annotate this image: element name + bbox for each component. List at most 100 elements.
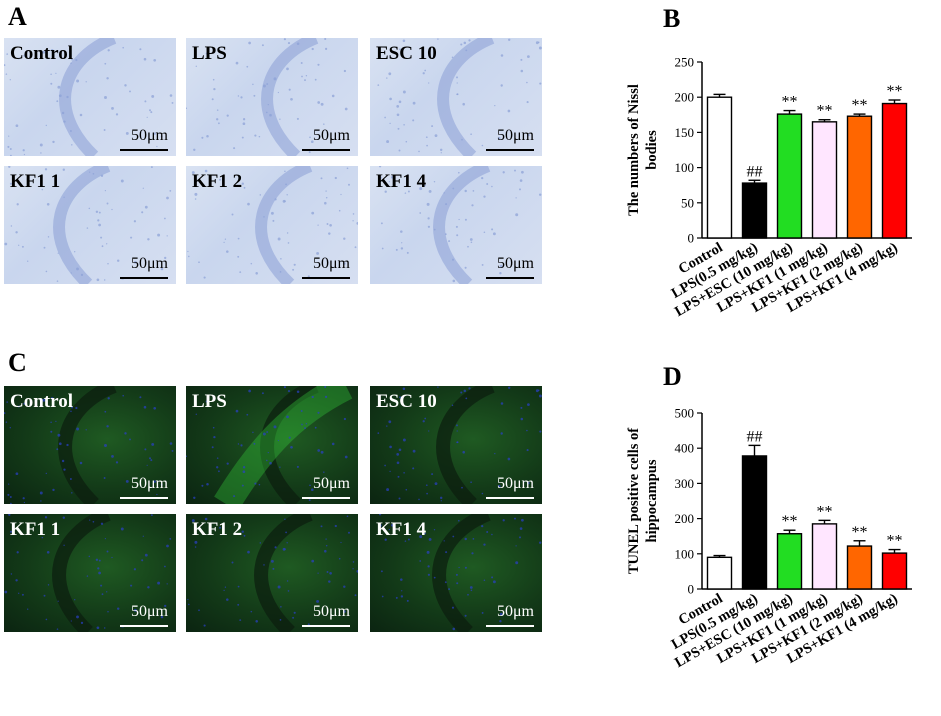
significance-label: ** — [817, 503, 833, 520]
panel-letter-a: A — [8, 2, 27, 31]
nissl-micrograph: KF1 4 50μm — [370, 166, 542, 284]
scale-bar — [120, 625, 168, 627]
tunel-micrograph: ESC 10 50μm — [370, 386, 542, 504]
scale-bar-label: 50μm — [496, 603, 534, 620]
nissl-micrograph: Control 50μm — [4, 38, 176, 156]
scale-bar — [120, 497, 168, 499]
scale-bar-label: 50μm — [130, 603, 168, 620]
nissl-micrograph: LPS 50μm — [186, 38, 358, 156]
tissue-texture — [377, 386, 542, 504]
scale-bar — [302, 277, 350, 279]
scale-bar — [486, 149, 534, 151]
scale-bar — [302, 625, 350, 627]
nissl-bar-chart: 0 50 100 150 200 250 The numbers of Nissl bodie… — [626, 55, 912, 320]
tunel-micrograph: KF1 1 50μm — [4, 514, 176, 632]
y-tick-label: 100 — [675, 546, 695, 561]
y-tick-label: 0 — [688, 582, 695, 597]
significance-label: ## — [747, 428, 763, 445]
micrograph-label: ESC 10 — [376, 391, 437, 412]
y-tick-label: 100 — [675, 160, 695, 175]
tissue-texture — [4, 38, 174, 156]
tunel-micrograph: KF1 2 50μm — [186, 514, 358, 632]
y-tick-label: 250 — [675, 55, 695, 70]
tunel-micrograph: LPS 50μm — [186, 386, 358, 504]
y-tick-label: 200 — [675, 90, 695, 105]
nissl-micrograph: KF1 1 50μm — [4, 166, 176, 284]
y-tick-label: 150 — [675, 125, 695, 140]
tunel-bar-chart: 0 100 200 300 400 500 TUNEL positive cells of h… — [626, 406, 912, 671]
tissue-texture — [187, 514, 358, 632]
micrograph-label: Control — [10, 391, 73, 412]
significance-label: ** — [887, 533, 903, 550]
bar — [881, 552, 908, 590]
bar — [776, 533, 803, 590]
bar — [776, 113, 803, 239]
tissue-texture — [186, 386, 353, 504]
y-tick-label: 0 — [688, 231, 695, 246]
significance-label: ** — [852, 524, 868, 541]
tissue-texture — [377, 38, 542, 156]
scale-bar — [486, 277, 534, 279]
bar — [741, 455, 768, 590]
tissue-texture — [378, 514, 542, 632]
micrograph-label: LPS — [192, 43, 227, 64]
significance-label: ** — [782, 94, 798, 111]
scale-bar-label: 50μm — [312, 255, 350, 272]
micrograph-label: KF1 4 — [376, 519, 427, 540]
y-tick-label: 300 — [675, 476, 695, 491]
scale-bar — [302, 149, 350, 151]
tissue-texture — [186, 38, 348, 156]
tissue-texture — [187, 166, 358, 284]
scale-bar-label: 50μm — [130, 127, 168, 144]
y-axis-label: bodies — [644, 130, 660, 170]
significance-label: ## — [747, 163, 763, 180]
tissue-texture — [378, 166, 542, 284]
micrograph-label: Control — [10, 43, 73, 64]
y-tick-label: 50 — [681, 195, 694, 210]
scale-bar-label: 50μm — [496, 127, 534, 144]
bar — [706, 556, 733, 590]
scale-bar — [486, 625, 534, 627]
scale-bar-label: 50μm — [496, 475, 534, 492]
tunel-micrograph: Control 50μm — [4, 386, 176, 504]
micrograph-label: KF1 1 — [10, 519, 61, 540]
y-tick-label: 200 — [675, 511, 695, 526]
scale-bar — [120, 277, 168, 279]
scale-bar — [486, 497, 534, 499]
bar — [846, 115, 873, 239]
y-axis-label: TUNEL positive cells of — [626, 428, 642, 574]
bar — [811, 523, 838, 590]
bar — [846, 545, 873, 590]
tissue-texture — [4, 166, 172, 284]
tunel-micrograph: KF1 4 50μm — [370, 514, 542, 632]
significance-label: ** — [852, 97, 868, 114]
significance-label: ** — [817, 103, 833, 120]
scale-bar-label: 50μm — [130, 255, 168, 272]
panel-letter-b: B — [663, 4, 681, 33]
y-axis-label: hippocampus — [644, 459, 660, 542]
scale-bar — [120, 149, 168, 151]
micrograph-label: KF1 2 — [192, 171, 243, 192]
micrograph-label: ESC 10 — [376, 43, 437, 64]
bar — [741, 182, 768, 239]
bar — [811, 121, 838, 239]
bar — [706, 96, 733, 239]
panel-letter-c: C — [8, 348, 27, 377]
nissl-micrograph: ESC 10 50μm — [370, 38, 542, 156]
panel-letter-d: D — [663, 362, 682, 391]
scale-bar — [302, 497, 350, 499]
micrograph-label: LPS — [192, 391, 227, 412]
scale-bar-label: 50μm — [312, 603, 350, 620]
scale-bar-label: 50μm — [312, 127, 350, 144]
nissl-micrograph: KF1 2 50μm — [186, 166, 358, 284]
micrograph-label: KF1 1 — [10, 171, 61, 192]
y-axis-label: The numbers of Nissl — [626, 84, 642, 216]
significance-label: ** — [782, 513, 798, 530]
tissue-texture — [4, 514, 172, 632]
scale-bar-label: 50μm — [312, 475, 350, 492]
bar — [881, 102, 908, 239]
y-tick-label: 500 — [675, 406, 695, 421]
micrograph-label: KF1 2 — [192, 519, 243, 540]
tissue-texture — [4, 386, 174, 504]
scale-bar-label: 50μm — [496, 255, 534, 272]
